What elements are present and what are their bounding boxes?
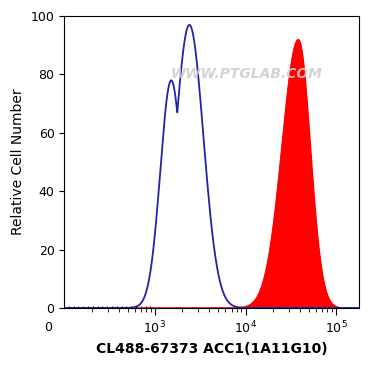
- Text: WWW.PTGLAB.COM: WWW.PTGLAB.COM: [171, 68, 323, 81]
- Text: 0: 0: [44, 321, 52, 334]
- X-axis label: CL488-67373 ACC1(1A11G10): CL488-67373 ACC1(1A11G10): [96, 342, 327, 356]
- Y-axis label: Relative Cell Number: Relative Cell Number: [11, 89, 25, 235]
